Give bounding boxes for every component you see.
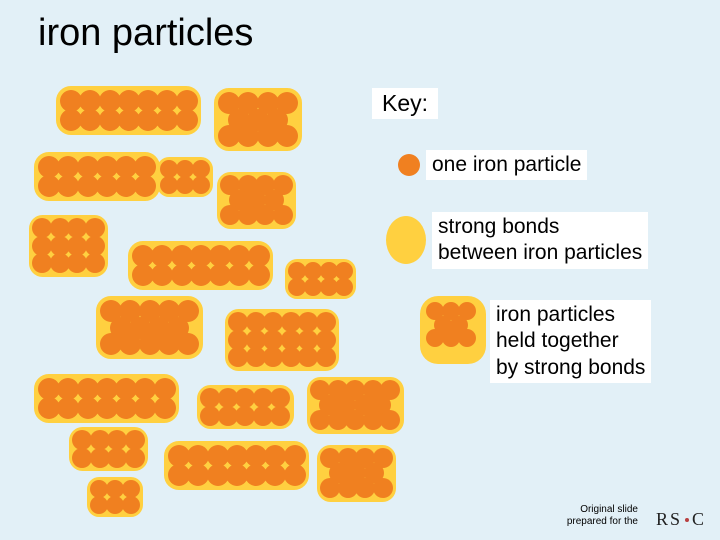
particle-cluster [310,380,400,430]
particle-cluster [38,156,156,197]
legend-label: strong bonds between iron particles [432,212,648,269]
rsc-logo: RSC [656,509,706,530]
particle-field [0,0,420,540]
iron-particle [85,253,105,273]
legend-label: one iron particle [426,150,587,180]
attribution-text: Original slide prepared for the [567,504,638,528]
iron-particle [176,109,198,131]
iron-particle [125,448,145,468]
iron-particle [316,347,336,367]
iron-particle [458,329,476,347]
particle-cluster [168,445,306,486]
iron-particle [122,496,140,514]
legend-item-cluster: iron particles held together by strong b… [424,300,651,383]
particle-cluster [90,480,140,514]
particle-cluster [218,92,298,147]
particle-cluster [132,245,270,286]
particle-cluster [320,448,393,498]
particle-cluster [60,90,198,131]
particle-cluster [288,262,353,296]
iron-particle [373,478,393,498]
particle-cluster [426,302,476,347]
particle-cluster [38,378,176,419]
particle-cluster [220,175,293,225]
legend-label: iron particles held together by strong b… [490,300,651,383]
particle-cluster [72,430,145,468]
legend-item-bond: strong bonds between iron particles [386,212,648,269]
iron-particle [273,205,293,225]
legend-item-single-particle: one iron particle [398,150,587,180]
iron-particle [270,406,290,426]
iron-particle [248,264,270,286]
iron-particle [192,176,210,194]
particle-cluster [100,300,199,355]
iron-particle [154,397,176,419]
particle-cluster [200,388,290,426]
particle-cluster [32,218,105,273]
iron-particle [284,464,306,486]
cluster-icon [424,300,484,362]
particle-cluster [160,160,210,194]
iron-particle [335,278,353,296]
particle-cluster [228,312,336,367]
